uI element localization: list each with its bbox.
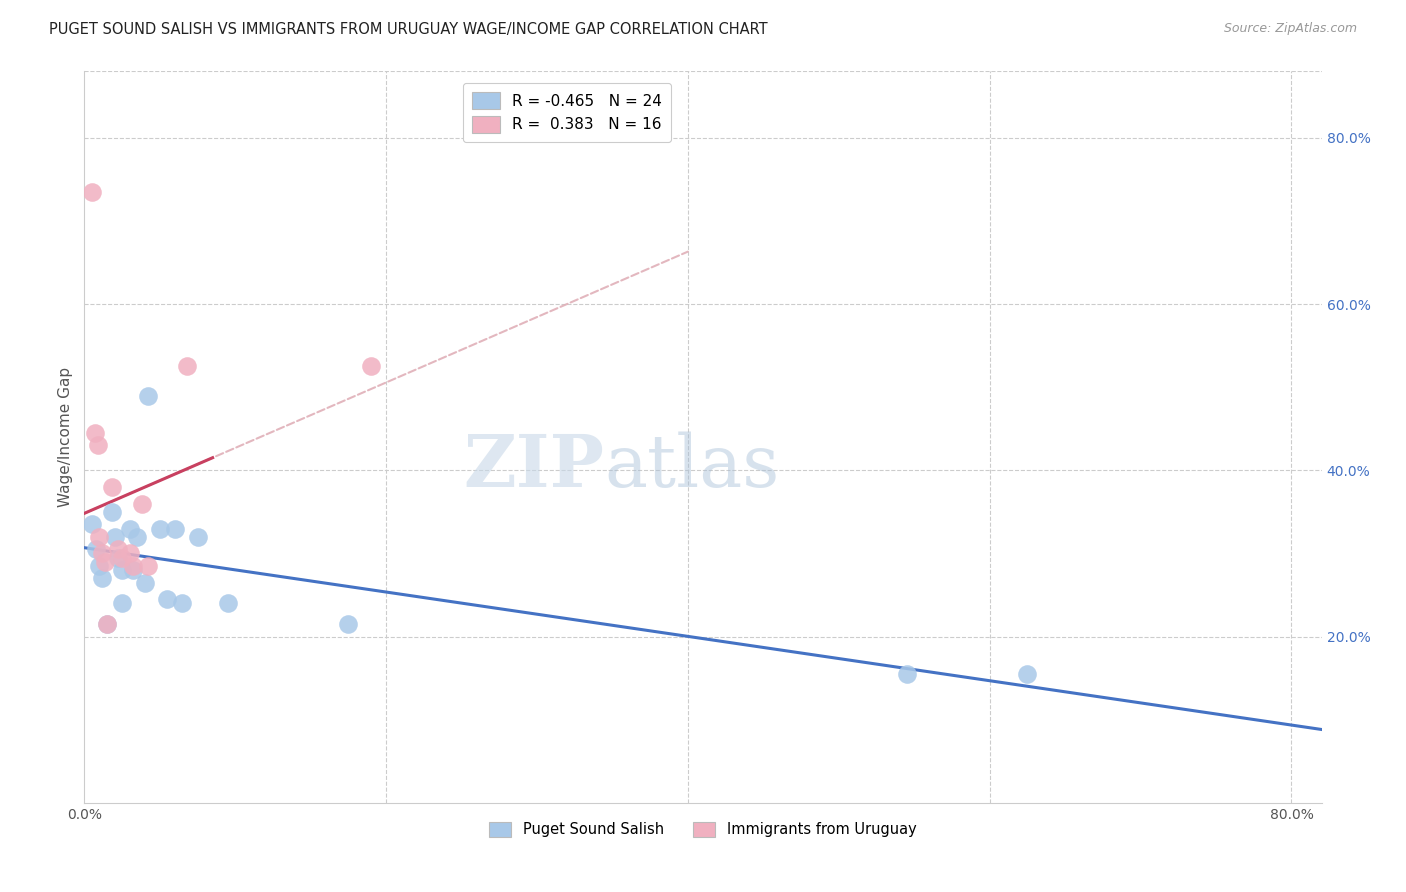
Point	[89, 558, 111, 573]
Text: PUGET SOUND SALISH VS IMMIGRANTS FROM URUGUAY WAGE/INCOME GAP CORRELATION CHART: PUGET SOUND SALISH VS IMMIGRANTS FROM UR…	[49, 22, 768, 37]
Point	[89, 530, 111, 544]
Point	[80, 517, 103, 532]
Point	[163, 521, 186, 535]
Point	[80, 185, 103, 199]
Point	[111, 563, 134, 577]
Y-axis label: Wage/Income Gap: Wage/Income Gap	[58, 367, 73, 508]
Point	[96, 617, 118, 632]
Point	[176, 359, 198, 374]
Point	[121, 558, 143, 573]
Point	[1017, 667, 1039, 681]
Point	[149, 521, 172, 535]
Point	[84, 425, 107, 440]
Legend: Puget Sound Salish, Immigrants from Uruguay: Puget Sound Salish, Immigrants from Urug…	[484, 816, 922, 843]
Point	[100, 505, 122, 519]
Point	[87, 438, 110, 452]
Point	[94, 555, 117, 569]
Text: Source: ZipAtlas.com: Source: ZipAtlas.com	[1223, 22, 1357, 36]
Point	[134, 575, 156, 590]
Point	[127, 530, 149, 544]
Text: atlas: atlas	[605, 431, 779, 501]
Point	[96, 617, 118, 632]
Point	[217, 596, 239, 610]
Point	[111, 550, 134, 565]
Point	[172, 596, 194, 610]
Point	[107, 550, 129, 565]
Point	[118, 521, 141, 535]
Point	[121, 563, 143, 577]
Point	[337, 617, 360, 632]
Point	[118, 546, 141, 560]
Point	[136, 388, 159, 402]
Point	[111, 596, 134, 610]
Point	[91, 546, 114, 560]
Point	[896, 667, 918, 681]
Point	[131, 497, 153, 511]
Point	[103, 530, 125, 544]
Text: ZIP: ZIP	[463, 431, 605, 502]
Point	[100, 480, 122, 494]
Point	[360, 359, 382, 374]
Point	[91, 571, 114, 585]
Point	[107, 542, 129, 557]
Point	[136, 558, 159, 573]
Point	[156, 592, 179, 607]
Point	[186, 530, 208, 544]
Point	[86, 542, 108, 557]
